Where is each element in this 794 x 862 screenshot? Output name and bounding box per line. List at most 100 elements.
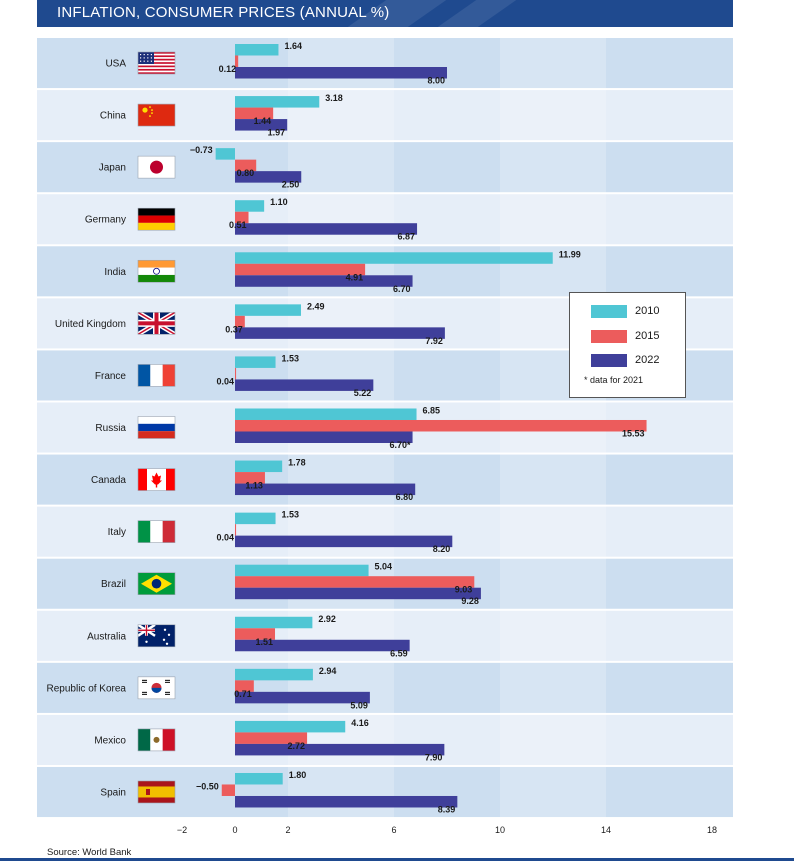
value-label: 1.53 (282, 510, 300, 520)
bar-2022 (235, 535, 453, 548)
value-label: 8.39 (438, 804, 456, 814)
value-label: 5.09 (350, 700, 368, 710)
korea-flag-icon (137, 676, 176, 700)
country-label: France (95, 371, 127, 382)
value-label: 0.51 (229, 220, 247, 230)
bar-2022 (235, 119, 288, 131)
bar-2015 (235, 263, 366, 276)
country-label: Republic of Korea (47, 683, 127, 694)
bars (215, 44, 647, 808)
value-label: 1.44 (254, 116, 272, 126)
bottom-rule (0, 858, 794, 861)
bar-2010 (235, 96, 320, 108)
value-label: 2.92 (318, 614, 336, 624)
bar-2010 (235, 616, 313, 629)
bar-2010 (235, 564, 369, 577)
country-label: India (104, 267, 126, 278)
bar-2015 (235, 315, 245, 328)
value-label: 4.16 (351, 718, 369, 728)
value-label: 6.80 (396, 492, 414, 502)
bar-2022 (235, 327, 445, 339)
bar-2010 (235, 460, 283, 473)
x-tick-label: 6 (391, 825, 396, 835)
value-label: 3.18 (325, 93, 343, 103)
value-label: 11.99 (559, 249, 581, 259)
value-label: 6.87 (398, 232, 416, 242)
value-label: 6.85 (423, 405, 441, 415)
bar-2022 (235, 795, 458, 808)
value-label: 1.13 (245, 481, 263, 491)
value-label: −0.73 (190, 145, 213, 155)
value-label: 2.94 (319, 666, 337, 676)
bar-2022 (235, 691, 370, 704)
country-label: Canada (91, 475, 126, 486)
flag-icons (137, 51, 176, 804)
value-label: 4.91 (346, 272, 364, 282)
bar-2015 (235, 732, 308, 744)
x-tick-label: 18 (707, 825, 717, 835)
value-label: 0.37 (225, 324, 243, 334)
country-label: Mexico (94, 735, 126, 746)
legend-swatch-2010 (591, 305, 627, 318)
legend-note: * data for 2021 (584, 375, 644, 385)
value-label: 1.53 (282, 353, 300, 363)
value-label: 8.20 (433, 544, 451, 554)
value-label: −0.50 (196, 781, 219, 791)
australia-flag-icon (137, 624, 176, 648)
china-flag-icon (137, 103, 176, 127)
country-label: Russia (95, 423, 126, 434)
value-label: 6.59 (390, 648, 408, 658)
bar-2022 (235, 379, 374, 391)
bar-2022 (235, 171, 302, 183)
bar-2015 (235, 576, 475, 588)
x-tick-label: 14 (601, 825, 611, 835)
x-tick-label: 10 (495, 825, 505, 835)
country-label: USA (105, 59, 126, 70)
legend-swatch-2015 (591, 330, 627, 343)
india-flag-icon (137, 259, 176, 283)
uk-flag-icon (137, 312, 176, 335)
value-label: 2.72 (288, 741, 306, 751)
value-label: 1.51 (255, 637, 273, 647)
x-axis-ticks: −2 0 2 6 10 14 18 (177, 825, 717, 835)
value-label: 0.71 (234, 689, 252, 699)
value-label: 5.04 (375, 562, 393, 572)
legend-label-2010: 2010 (635, 305, 660, 317)
brazil-flag-icon (137, 572, 176, 596)
country-label: Italy (108, 527, 126, 538)
value-labels: 1.64 0.12 8.00 3.18 1.44 1.97 −0.73 0.80 2.50 1.1… (190, 41, 645, 814)
bar-2022 (235, 223, 418, 235)
bar-2015 (235, 367, 237, 380)
value-label: 5.22 (354, 388, 372, 398)
italy-flag-icon (137, 520, 176, 543)
value-label: 9.28 (461, 596, 479, 606)
value-label: 8.00 (427, 76, 445, 86)
value-label: 0.04 (217, 376, 235, 386)
value-label: 1.64 (284, 41, 302, 51)
value-label: 1.80 (289, 770, 307, 780)
value-label: 15.53 (622, 428, 645, 438)
russia-flag-icon (137, 416, 176, 439)
bar-2022 (235, 639, 410, 652)
bar-2015 (235, 628, 276, 640)
legend-label-2022: 2022 (635, 354, 660, 366)
bar-2015 (235, 159, 257, 172)
bar-2010 (235, 668, 313, 681)
country-labels: USA China Japan Germany India United Kingdom F… (47, 59, 127, 799)
x-tick-label: 0 (232, 825, 237, 835)
value-label: 6.70 (393, 284, 411, 294)
bar-2010 (235, 304, 301, 316)
chart-title-bar: INFLATION, CONSUMER PRICES (ANNUAL %) (37, 0, 733, 27)
value-label: 1.97 (268, 128, 286, 138)
bar-2010 (215, 148, 235, 160)
value-label: 7.90 (425, 752, 443, 762)
spain-flag-icon (137, 780, 176, 804)
bar-2015 (235, 419, 647, 432)
value-label: 1.10 (270, 197, 288, 207)
bar-2022 (235, 67, 447, 79)
bar-2022 (235, 483, 416, 496)
bar-2015 (235, 524, 237, 536)
bar-2015 (235, 472, 265, 484)
bar-2010 (235, 772, 283, 785)
legend-label-2015: 2015 (635, 330, 660, 342)
